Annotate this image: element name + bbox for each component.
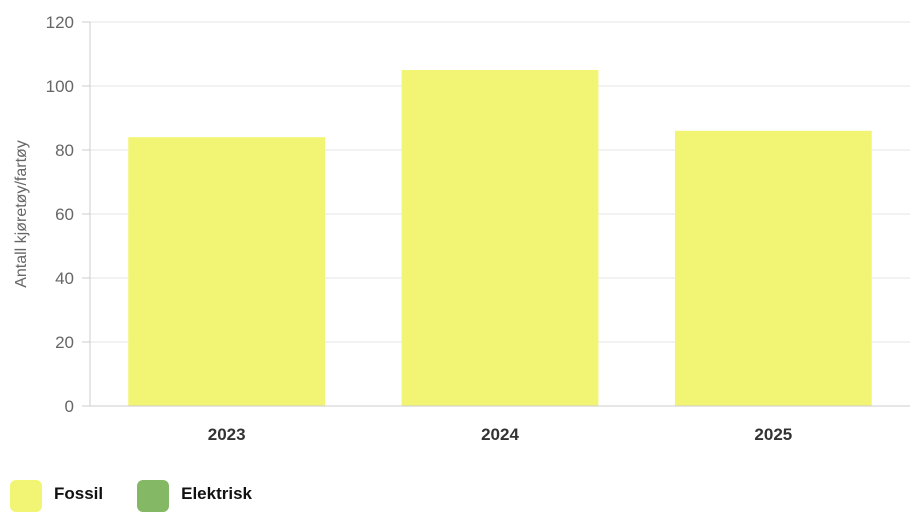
y-tick-label-100: 100 [46, 77, 74, 96]
legend-item-fossil[interactable]: Fossil [10, 480, 103, 512]
legend-swatch-elektrisk [137, 480, 170, 512]
y-tick-label-60: 60 [55, 205, 74, 224]
bars [128, 70, 872, 407]
x-tick-label-2025: 2025 [754, 425, 792, 444]
axes: 0 20 40 60 80 100 120 2023 2024 2025 [46, 13, 910, 444]
y-tick-label-120: 120 [46, 13, 74, 32]
y-tick-label-80: 80 [55, 141, 74, 160]
legend-swatch-fossil [10, 480, 42, 512]
legend-label-elektrisk: Elektrisk [181, 484, 253, 503]
y-tick-label-20: 20 [55, 333, 74, 352]
bar-fossil-2025 [674, 130, 872, 407]
legend-label-fossil: Fossil [54, 484, 104, 503]
x-tick-label-2024: 2024 [481, 425, 519, 444]
bar-chart: 0 20 40 60 80 100 120 2023 2024 2025 Antall kjøre… [13, 13, 910, 444]
bar-fossil-2023 [128, 137, 326, 406]
legend: Fossil Elektrisk [10, 480, 286, 512]
bar-fossil-2024 [401, 70, 599, 406]
x-tick-label-2023: 2023 [208, 425, 246, 444]
y-tick-label-0: 0 [65, 397, 74, 416]
y-axis-title: Antall kjøretøy/fartøy [13, 140, 30, 288]
y-tick-label-40: 40 [55, 269, 74, 288]
legend-item-elektrisk[interactable]: Elektrisk [137, 480, 252, 512]
